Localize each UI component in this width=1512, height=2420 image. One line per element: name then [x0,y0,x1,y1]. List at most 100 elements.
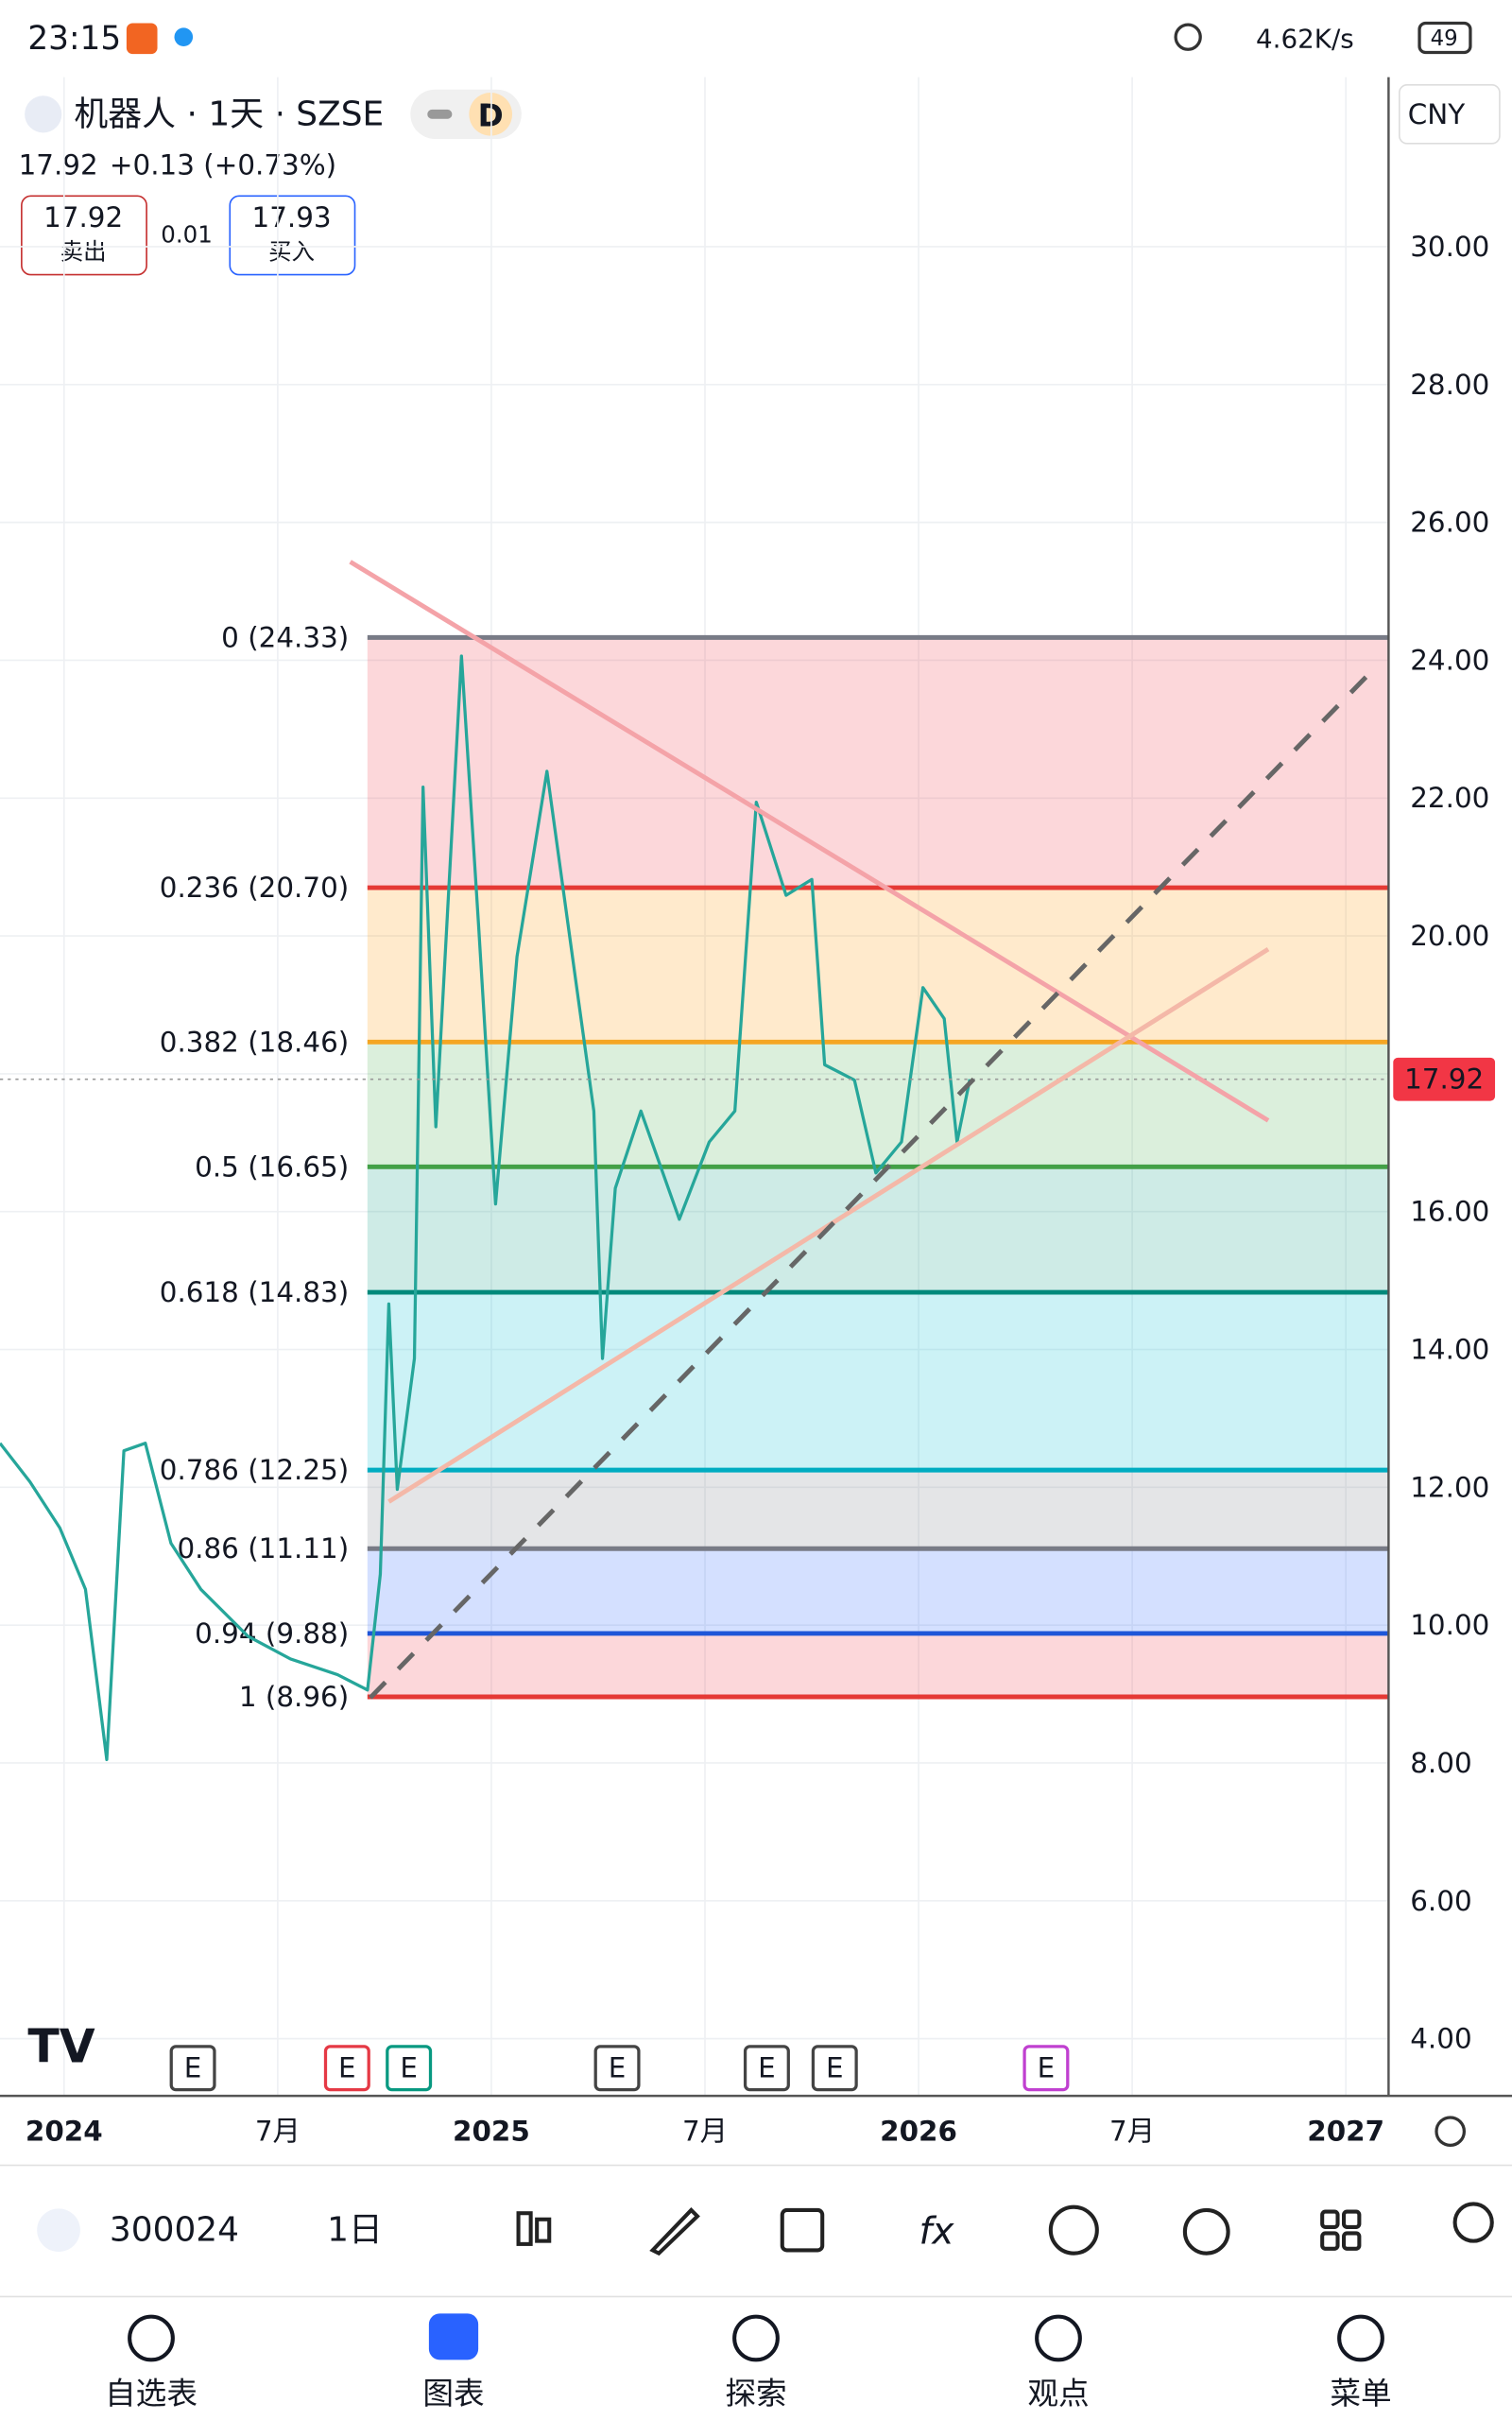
y-tick-label: 20.00 [1410,920,1489,952]
last-price-box [1393,1057,1496,1101]
fib-label: 0.86 (11.11) [177,1532,349,1564]
eye-icon [1174,23,1202,51]
earnings-marker [323,2045,370,2092]
fib-label: 1 (8.96) [239,1681,349,1713]
template-icon[interactable] [780,2207,825,2253]
network-speed: 4.62K/s [1256,23,1354,54]
y-tick-label: 24.00 [1410,644,1489,676]
nav-icon [428,2313,479,2360]
y-tick-label: 28.00 [1410,369,1489,401]
tv-logo: TV [27,2019,94,2073]
layout-icon[interactable] [1320,2231,1340,2251]
draw-icon[interactable] [649,2207,700,2256]
buy-label[interactable]: 买入 [268,238,315,266]
nav-label[interactable]: 观点 [1027,2376,1089,2411]
toolbar-interval[interactable]: 1日 [327,2211,383,2250]
y-tick-label: 16.00 [1410,1196,1489,1228]
toolbar-icons: fx [516,2202,1494,2256]
y-tick-label: 4.00 [1410,2023,1471,2055]
toolbar-symbol[interactable]: 300024 [110,2211,239,2250]
battery-level: 49 [1431,26,1458,51]
x-tick-label: 7月 [1109,2116,1155,2148]
chart: 4.006.008.0010.0012.0014.0016.0018.0020.… [0,77,1496,2148]
nav-icon [732,2314,780,2362]
earnings-label: E [338,2052,356,2084]
candle-icon[interactable] [535,2217,552,2243]
spread: 0.01 [161,221,212,249]
nav-label[interactable]: 自选表 [105,2376,198,2411]
price-line [0,654,971,1762]
y-tick-label: 8.00 [1410,1747,1471,1779]
x-tick-label: 2026 [880,2116,957,2148]
nav-label[interactable]: 图表 [422,2376,484,2411]
nav-label[interactable]: 菜单 [1330,2376,1391,2411]
symbol-logo[interactable] [25,95,62,133]
x-tick-label: 7月 [255,2116,301,2148]
currency[interactable]: CNY [1408,98,1465,130]
status-time: 23:15 [27,20,121,58]
y-tick-label: 14.00 [1410,1334,1489,1366]
layout-icon[interactable] [1320,2209,1340,2229]
sell-price[interactable]: 17.92 [43,201,123,233]
indicator-icon[interactable]: fx [919,2210,955,2253]
y-tick-label: 12.00 [1410,1471,1489,1503]
earnings-label: E [184,2052,202,2084]
last-price-label: 17.92 [1404,1063,1484,1096]
earnings-marker [593,2045,641,2092]
layout-icon[interactable] [1342,2231,1362,2251]
fib-band [367,888,1389,1043]
fib-label: 0.786 (12.25) [160,1454,349,1486]
badge-dash [427,109,453,119]
price-change: +0.13 (+0.73%) [110,149,336,182]
settings-icon[interactable] [1435,2116,1467,2148]
fib-band [367,1548,1389,1634]
nav-label[interactable]: 探索 [725,2376,786,2411]
battery [1418,21,1472,55]
layout-icon[interactable] [1342,2209,1362,2229]
y-tick-label: 26.00 [1410,507,1489,539]
buy-price[interactable]: 17.93 [252,201,332,233]
nav-icon [1337,2314,1384,2362]
add-icon[interactable] [1048,2204,1099,2256]
currency-box[interactable] [1399,83,1501,145]
buy-button[interactable] [229,195,356,276]
fib-label: 0.382 (18.46) [160,1026,349,1058]
toolbar-logo [37,2208,80,2253]
x-tick-label: 7月 [682,2116,728,2148]
candle-icon[interactable] [516,2211,533,2246]
last-price: 17.92 [19,149,98,182]
y-tick-label: 10.00 [1410,1609,1489,1641]
x-tick-label: 2025 [453,2116,530,2148]
bottom-nav: 自选表 图表 探索 观点 菜单 [105,2313,1392,2411]
idea-icon[interactable] [1452,2202,1494,2243]
symbol-title[interactable]: 机器人 · 1天 · SZSE [74,95,384,133]
fib-label: 0 (24.33) [221,621,349,653]
earnings-marker [1022,2045,1070,2092]
nav-icon [128,2314,175,2362]
trendline-down [349,560,1270,1123]
x-tick-label: 2027 [1307,2116,1384,2148]
fib-band [367,1292,1389,1471]
earnings-marker [743,2045,790,2092]
earnings-marker [386,2045,433,2092]
sell-label[interactable]: 卖出 [60,238,107,266]
x-tick-label: 2024 [26,2116,103,2148]
alert-icon[interactable] [1182,2207,1230,2256]
fib-label: 0.618 (14.83) [160,1276,349,1308]
earnings-marker [811,2045,858,2092]
earnings-label: E [400,2052,418,2084]
fib-label: 0.5 (16.65) [195,1150,349,1183]
earnings-label: E [826,2052,844,2084]
app-icon [126,23,158,55]
earnings-label: E [1038,2052,1056,2084]
fib-label: 0.236 (20.70) [160,872,349,904]
fib-band [367,1167,1389,1293]
sell-button[interactable] [21,195,147,276]
y-tick-label: 30.00 [1410,231,1489,263]
fib-band [367,1470,1389,1549]
shield-icon [174,27,194,46]
fib-band [367,1633,1389,1697]
nav-icon [1035,2314,1082,2362]
fib-label: 0.94 (9.88) [195,1617,349,1650]
